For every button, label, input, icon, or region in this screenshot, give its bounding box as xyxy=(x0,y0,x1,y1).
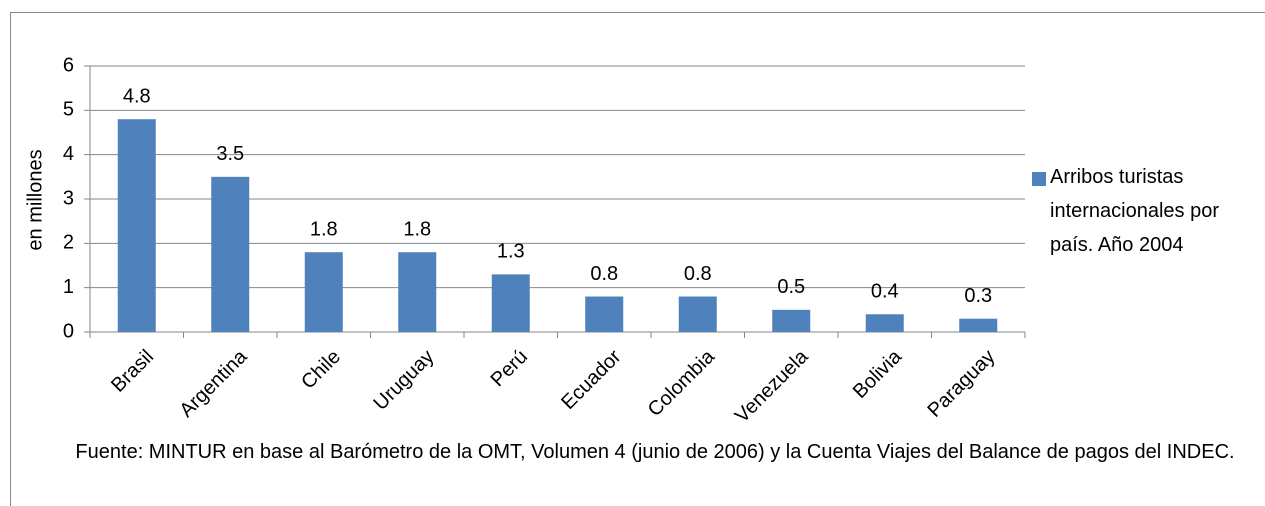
bar xyxy=(491,274,530,332)
y-axis-title: en millones xyxy=(24,149,46,250)
x-tick-label: Ecuador xyxy=(557,345,625,413)
value-label: 0.8 xyxy=(684,263,712,285)
bar xyxy=(772,309,811,332)
y-tick-label: 0 xyxy=(63,320,74,342)
y-tick-label: 1 xyxy=(63,276,74,298)
value-label: 0.3 xyxy=(964,285,992,307)
x-tick-label: Paraguay xyxy=(923,346,999,422)
value-label: 1.3 xyxy=(497,241,525,263)
value-label: 0.4 xyxy=(871,281,899,303)
source-box: Fuente: MINTUR en base al Barómetro de l… xyxy=(75,441,1235,463)
x-tick-label: Chile xyxy=(297,346,345,394)
legend-swatch xyxy=(1032,172,1046,186)
chart-border xyxy=(10,12,1265,506)
bar xyxy=(678,296,717,332)
source-note: Fuente: MINTUR en base al Barómetro de l… xyxy=(75,441,1235,463)
x-tick-label: Argentina xyxy=(175,345,252,422)
bar xyxy=(865,314,904,332)
y-tick-label: 5 xyxy=(63,99,74,121)
value-label: 0.5 xyxy=(777,276,805,298)
y-tick-label: 2 xyxy=(63,232,74,254)
bar xyxy=(304,252,343,332)
bar xyxy=(398,252,437,332)
x-tick-label: Venezuela xyxy=(731,345,813,427)
value-label: 4.8 xyxy=(123,85,151,107)
bar xyxy=(959,318,998,332)
y-tick-label: 6 xyxy=(63,54,74,76)
value-label: 3.5 xyxy=(216,143,244,165)
bar xyxy=(211,176,250,332)
bar xyxy=(585,296,624,332)
value-label: 0.8 xyxy=(590,263,618,285)
y-tick-label: 4 xyxy=(63,143,74,165)
x-tick-label: Perú xyxy=(487,346,532,391)
x-tick-label: Brasil xyxy=(107,346,158,397)
value-label: 1.8 xyxy=(403,218,431,240)
value-label: 1.8 xyxy=(310,218,338,240)
legend: Arribos turistas internacionales por paí… xyxy=(1050,166,1219,256)
x-tick-label: Uruguay xyxy=(369,346,438,415)
x-tick-label: Colombia xyxy=(644,345,720,421)
bar xyxy=(117,119,156,332)
legend-label: Arribos turistas internacionales por paí… xyxy=(1050,166,1219,256)
y-tick-label: 3 xyxy=(63,187,74,209)
x-tick-label: Bolivia xyxy=(849,345,907,403)
